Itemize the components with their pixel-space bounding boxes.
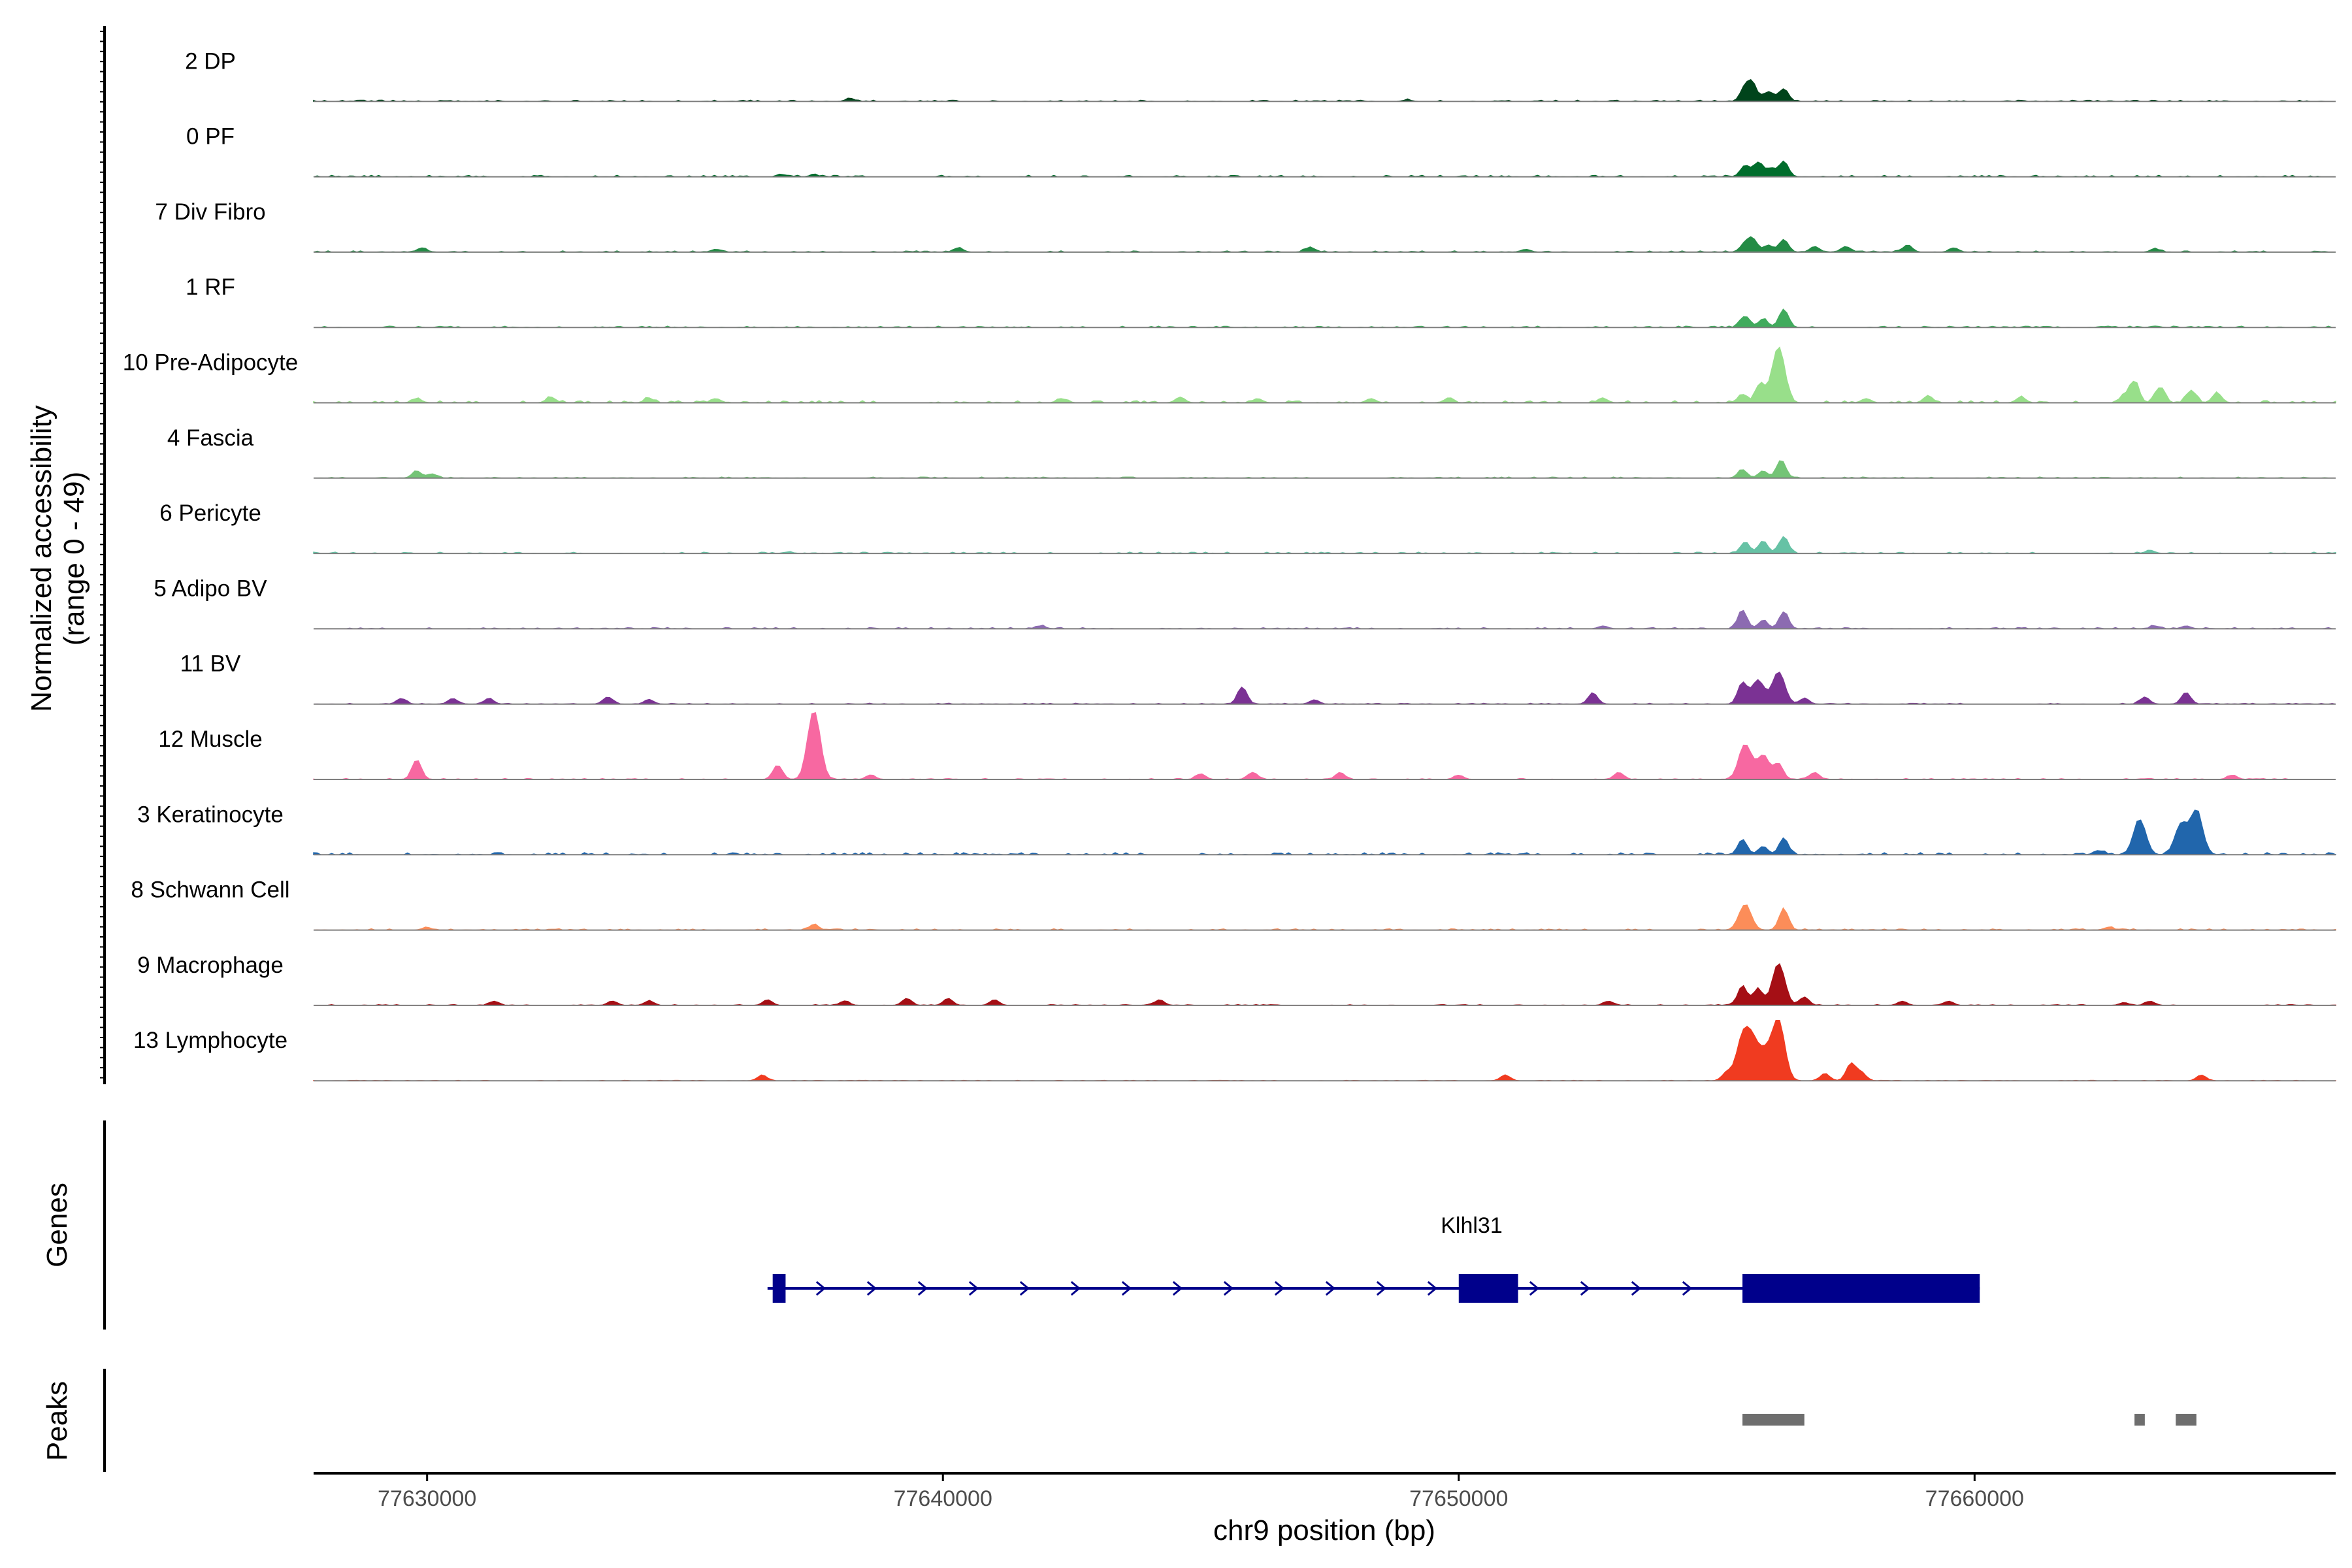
strand-arrow [1631, 1281, 1642, 1296]
strand-arrow [1325, 1281, 1336, 1296]
x-tick-label: 77640000 [894, 1486, 992, 1511]
gene-track: Klhl31 [767, 1213, 1980, 1303]
tracks: 2 DP 0 PF 7 Div Fibro 1 RF 10 Pre-Adipocyte 4… [123, 48, 2336, 1082]
strand-arrow [866, 1281, 877, 1296]
track-label: 11 BV [180, 651, 241, 677]
x-tick-label: 77650000 [1409, 1486, 1508, 1511]
x-tick-label: 77660000 [1925, 1486, 2024, 1511]
strand-arrow [1376, 1281, 1387, 1296]
y-axis-range: (range 0 - 49) [58, 472, 90, 646]
track-label: 5 Adipo BV [154, 576, 267, 601]
track-label: 10 Pre-Adipocyte [123, 350, 298, 376]
track-label: 6 Pericyte [159, 500, 261, 526]
strand-arrow [1427, 1281, 1438, 1296]
track: 1 RF [186, 274, 2336, 329]
peak-track [1742, 1414, 2197, 1426]
strand-arrow [1529, 1281, 1540, 1296]
track: 9 Macrophage [137, 953, 2336, 1006]
peak-region [2176, 1414, 2197, 1426]
track: 7 Div Fibro [155, 199, 2336, 253]
gene-exon [1742, 1274, 1980, 1303]
track-label: 1 RF [186, 274, 235, 300]
x-axis-ticks: 77630000 77640000 77650000 77660000 [378, 1473, 2024, 1511]
peak-region [1742, 1414, 1805, 1426]
peaks-label: Peaks [41, 1381, 73, 1461]
track: 10 Pre-Adipocyte [123, 346, 2336, 404]
track: 13 Lymphocyte [133, 1020, 2336, 1082]
track: 6 Pericyte [159, 500, 2336, 555]
peak-region [2134, 1414, 2145, 1426]
track: 12 Muscle [158, 711, 2336, 780]
tracks-axis [100, 26, 106, 1085]
track: 0 PF [186, 124, 2336, 178]
strand-arrow [1172, 1281, 1183, 1296]
track-label: 12 Muscle [158, 727, 263, 752]
track-label: 0 PF [186, 124, 235, 150]
track: 8 Schwann Cell [131, 877, 2336, 931]
track-label: 7 Div Fibro [155, 199, 265, 225]
x-axis-title: chr9 position (bp) [1213, 1514, 1435, 1546]
track-label: 3 Keratinocyte [137, 802, 284, 827]
track-label: 4 Fascia [167, 425, 254, 451]
gene-exon [1458, 1274, 1518, 1303]
track-label: 9 Macrophage [137, 953, 284, 978]
gene-exon [772, 1274, 786, 1303]
track: 3 Keratinocyte [137, 802, 2336, 856]
strand-arrow [1580, 1281, 1591, 1296]
track: 5 Adipo BV [154, 576, 2336, 630]
strand-arrow [1274, 1281, 1285, 1296]
strand-arrow [1019, 1281, 1030, 1296]
genes-label: Genes [41, 1183, 73, 1267]
track: 11 BV [180, 651, 2336, 705]
strand-arrow [968, 1281, 979, 1296]
strand-arrow [815, 1281, 826, 1296]
track-label: 2 DP [185, 48, 236, 74]
x-tick-label: 77630000 [378, 1486, 476, 1511]
track-label: 8 Schwann Cell [131, 877, 289, 903]
strand-arrow [917, 1281, 928, 1296]
gene-name: Klhl31 [1441, 1213, 1503, 1238]
strand-arrow [1070, 1281, 1081, 1296]
strand-arrow [1682, 1281, 1693, 1296]
track: 4 Fascia [167, 425, 2336, 479]
track-label: 13 Lymphocyte [133, 1028, 287, 1053]
track: 2 DP [185, 48, 2336, 103]
y-axis-title: Normalized accessibility [25, 405, 57, 711]
strand-arrow [1223, 1281, 1234, 1296]
strand-arrow [1121, 1281, 1132, 1296]
